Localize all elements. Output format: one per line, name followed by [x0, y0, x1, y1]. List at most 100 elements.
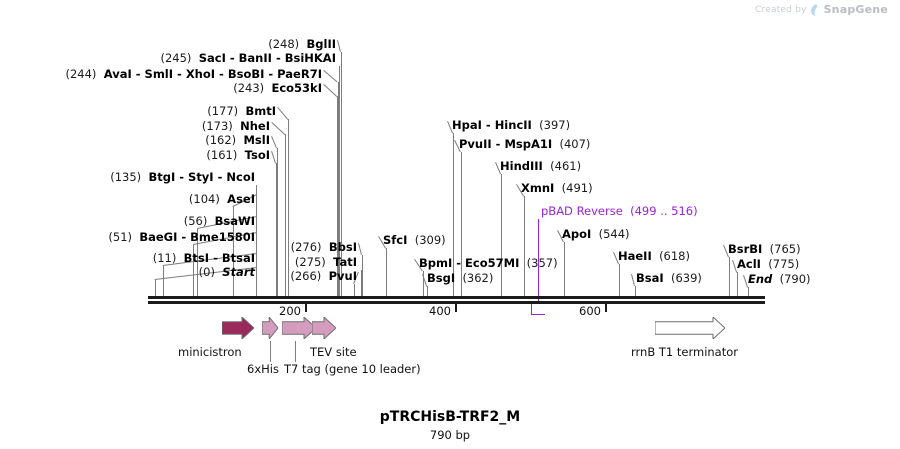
enzyme-name: BglII	[306, 37, 337, 51]
enzyme-site-label-bsai[interactable]: BsaI (639)	[636, 272, 702, 284]
enzyme-name: BsiHKAI	[284, 51, 336, 65]
site-position: (309)	[414, 233, 446, 247]
primer-range: (499 .. 516)	[630, 204, 698, 218]
name-separator: -	[131, 67, 145, 81]
site-position: (173)	[201, 119, 233, 133]
leader-connector-msli	[271, 136, 277, 149]
enzyme-site-label-bmti[interactable]: (177) BmtI	[0, 105, 276, 117]
enzyme-site-label-nhei[interactable]: (173) NheI	[0, 120, 270, 132]
enzyme-site-label-bglii[interactable]: (248) BglII	[0, 38, 336, 50]
snapgene-logo-icon	[810, 3, 817, 16]
enzyme-name: BaeGI	[139, 230, 178, 244]
enzyme-name: BsaWI	[214, 214, 255, 228]
enzyme-name: Bme1580I	[190, 230, 255, 244]
enzyme-site-label-saci[interactable]: (245) SacI - BanII - BsiHKAI	[0, 52, 336, 64]
enzyme-site-label-msli[interactable]: (162) MslI	[0, 134, 270, 146]
site-position: (266)	[290, 269, 322, 283]
leader-line-bsawi	[197, 229, 198, 296]
enzyme-name: SmlI	[144, 67, 174, 81]
leader-line-bbsi	[362, 255, 363, 296]
site-position: (461)	[550, 159, 582, 173]
enzyme-site-label-tsoi[interactable]: (161) TsoI	[0, 149, 270, 161]
enzyme-site-label-hpai[interactable]: HpaI - HincII (397)	[452, 119, 570, 131]
enzyme-name: PvuI	[328, 269, 357, 283]
enzyme-site-label-end[interactable]: End (790)	[748, 273, 811, 285]
enzyme-name: HincII	[494, 118, 532, 132]
enzyme-site-label-bsrbi[interactable]: BsrBI (765)	[728, 243, 801, 255]
feature-label-his6: 6xHis	[247, 362, 279, 376]
leader-line-pvui	[354, 284, 355, 296]
pbad-reverse-primer-hook	[531, 304, 545, 315]
enzyme-name: HindIII	[500, 159, 543, 173]
enzyme-name: AvaI	[103, 67, 132, 81]
enzyme-name: PvuII	[459, 137, 492, 151]
enzyme-site-label-bsawi[interactable]: (56) BsaWI	[0, 215, 255, 227]
enzyme-site-label-sfci[interactable]: SfcI (309)	[383, 234, 446, 246]
enzyme-site-label-pvuii[interactable]: PvuII - MspA1I (407)	[459, 138, 590, 150]
enzyme-site-label-apoi[interactable]: ApoI (544)	[562, 228, 630, 240]
leader-connector-tsoi	[271, 151, 276, 164]
enzyme-name: BmtI	[245, 104, 276, 118]
enzyme-name: Eco57MI	[465, 256, 520, 270]
enzyme-name: BtsI	[183, 251, 210, 265]
primer-label-pbad-reverse[interactable]: pBAD Reverse (499 .. 516)	[541, 205, 698, 217]
leader-connector-bglii	[337, 40, 341, 53]
leader-line-avai	[338, 82, 339, 296]
enzyme-name: TsoI	[244, 148, 270, 162]
enzyme-site-label-haeii[interactable]: HaeII (618)	[618, 250, 690, 262]
feature-arrow-rrnb[interactable]	[654, 315, 726, 343]
enzyme-site-label-asei[interactable]: (104) AseI	[0, 193, 255, 205]
plasmid-length: 790 bp	[429, 428, 471, 442]
feature-arrow-tevsite[interactable]	[311, 315, 337, 343]
enzyme-name: BbsI	[328, 240, 357, 254]
name-separator: -	[173, 67, 186, 81]
enzyme-site-label-pvui[interactable]: (266) PvuI	[0, 270, 357, 282]
site-position: (248)	[268, 37, 300, 51]
enzyme-name: ApoI	[562, 227, 592, 241]
enzyme-name: TatI	[333, 255, 357, 269]
enzyme-name: BanII	[238, 51, 272, 65]
enzyme-name: BsoBI	[227, 67, 265, 81]
leader-line-saci	[339, 66, 340, 296]
feature-arrow-his6[interactable]	[261, 315, 279, 343]
ruler-tick-label: 200	[279, 304, 301, 318]
enzyme-site-label-btsi[interactable]: (11) BtsI - BtsaI	[0, 252, 255, 264]
feature-arrow-t7tag[interactable]	[281, 315, 317, 343]
name-separator: -	[271, 51, 285, 65]
enzyme-name: SacI	[198, 51, 226, 65]
site-position: (0)	[198, 265, 215, 279]
enzyme-site-label-bbsi[interactable]: (276) BbsI	[0, 241, 357, 253]
site-position: (544)	[598, 227, 630, 241]
enzyme-site-label-baegi[interactable]: (51) BaeGI - Bme1580I	[0, 231, 255, 243]
enzyme-name: BsaI	[636, 271, 664, 285]
site-position: (135)	[110, 170, 142, 184]
enzyme-site-label-tati[interactable]: (275) TatI	[0, 256, 357, 268]
enzyme-site-label-avai[interactable]: (244) AvaI - SmlI - XhoI - BsoBI - PaeR7…	[0, 68, 322, 80]
enzyme-name: HpaI	[452, 118, 482, 132]
site-position: (491)	[561, 181, 593, 195]
enzyme-site-label-acli[interactable]: AclI (775)	[737, 258, 799, 270]
site-position: (51)	[108, 230, 133, 244]
leader-line-haeii	[619, 264, 620, 296]
enzyme-name: Start	[222, 265, 255, 279]
site-position: (243)	[233, 81, 265, 95]
name-separator: -	[177, 230, 191, 244]
enzyme-site-label-bpmi[interactable]: BpmI - Eco57MI (357)	[419, 257, 558, 269]
ruler-tick	[455, 304, 457, 312]
leader-line-start	[155, 280, 156, 296]
enzyme-site-label-eco53ki[interactable]: (243) Eco53kI	[0, 82, 322, 94]
enzyme-site-label-btgi[interactable]: (135) BtgI - StyI - NcoI	[0, 171, 255, 183]
enzyme-site-label-bsgi[interactable]: BsgI (362)	[427, 272, 493, 284]
enzyme-site-label-xmni[interactable]: XmnI (491)	[521, 182, 593, 194]
leader-line-asei	[233, 207, 234, 296]
name-separator: -	[225, 51, 239, 65]
ruler-tick	[305, 304, 307, 312]
enzyme-site-label-hindiii[interactable]: HindIII (461)	[500, 160, 581, 172]
enzyme-site-label-start[interactable]: (0) Start	[0, 266, 255, 278]
leader-line-end	[748, 287, 749, 296]
leader-line-nhei	[285, 134, 286, 296]
watermark-created-by: Created by	[755, 4, 807, 15]
feature-arrow-minicistron[interactable]	[221, 315, 255, 343]
leader-line-hindiii	[501, 174, 502, 296]
leader-line-bpmi	[423, 271, 424, 296]
